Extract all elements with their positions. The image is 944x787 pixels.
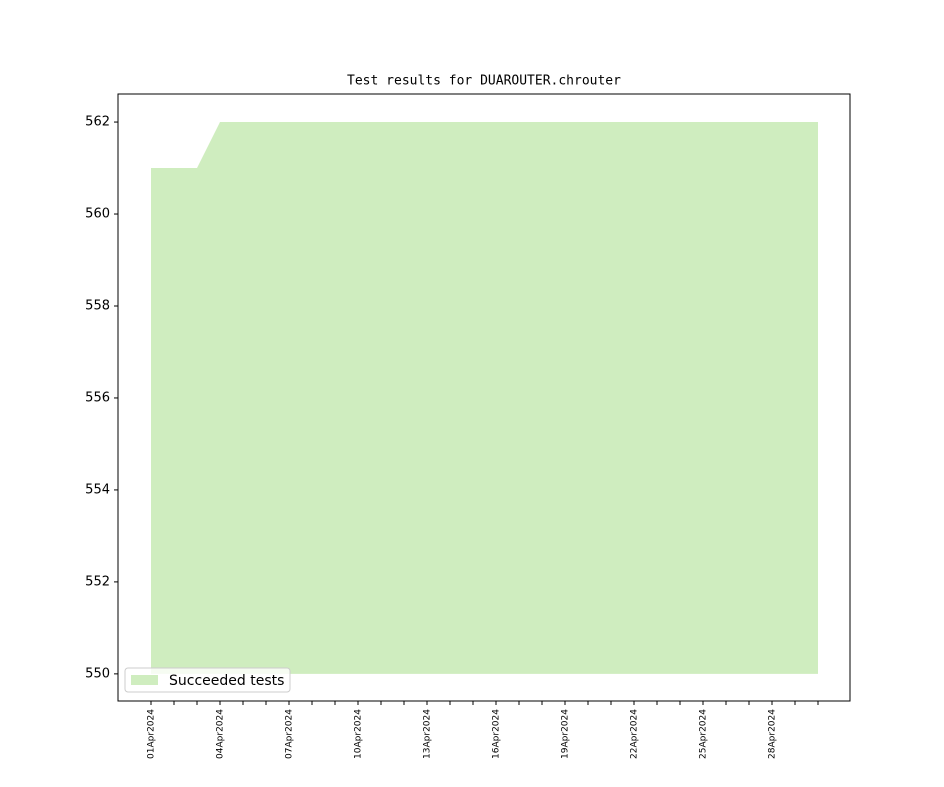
x-tick-label: 10Apr2024 — [354, 709, 364, 759]
legend: Succeeded tests — [124, 667, 291, 693]
x-tick-label: 01Apr2024 — [147, 709, 157, 759]
y-tick-label: 554 — [85, 482, 110, 497]
y-tick-label: 562 — [85, 115, 110, 130]
y-tick-label: 550 — [85, 666, 110, 681]
legend-swatch — [131, 675, 158, 685]
x-tick-label: 22Apr2024 — [630, 709, 640, 759]
legend-box — [124, 667, 291, 693]
x-tick-label: 16Apr2024 — [492, 709, 502, 759]
x-tick-label: 04Apr2024 — [216, 709, 226, 759]
x-tick-label: 13Apr2024 — [423, 709, 433, 759]
x-tick-label: 07Apr2024 — [285, 709, 295, 759]
y-tick-label: 560 — [85, 207, 110, 222]
x-tick-label: 25Apr2024 — [699, 709, 709, 759]
y-tick-label: 552 — [85, 574, 110, 589]
y-tick-label: 558 — [85, 298, 110, 313]
chart-title: Test results for DUAROUTER.chrouter — [347, 74, 621, 89]
x-tick-label: 19Apr2024 — [561, 709, 571, 759]
x-tick-label: 28Apr2024 — [768, 709, 778, 759]
area — [151, 122, 818, 674]
legend-label: Succeeded tests — [169, 673, 284, 689]
y-tick-label: 556 — [85, 390, 110, 405]
